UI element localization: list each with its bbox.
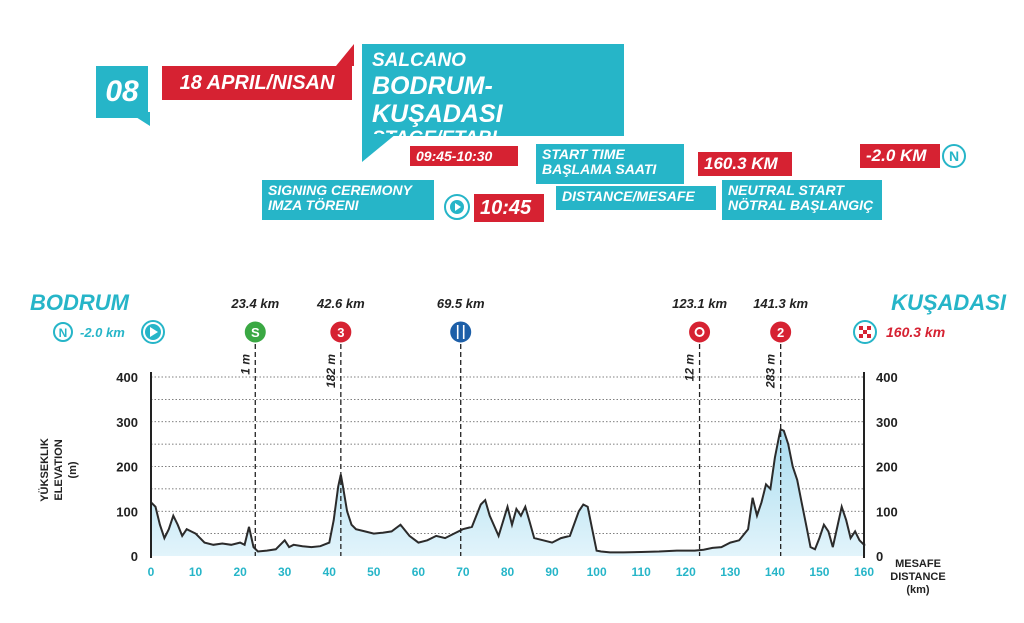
x-axis-title-line1: MESAFE bbox=[895, 558, 941, 570]
distance-label: DISTANCE/MESAFE bbox=[556, 186, 716, 210]
category-3-climb-icon bbox=[329, 320, 353, 344]
signing-time: 09:45-10:30 bbox=[410, 146, 518, 166]
stage-label: STAGE/ETABI bbox=[372, 128, 497, 149]
stage-number: 08 bbox=[96, 66, 148, 118]
x-tick-label: 110 bbox=[632, 565, 652, 579]
y-axis-title: YÜKSEKLIK ELEVATION (m) bbox=[38, 438, 79, 502]
signing-label-line2: IMZA TÖRENI bbox=[268, 197, 359, 213]
x-tick-label: 20 bbox=[233, 565, 247, 579]
y-tick-label: 300 bbox=[116, 415, 138, 430]
neutral-start-km: -2.0 km bbox=[80, 325, 125, 340]
waypoint-markers: 23.4 km S 1 m 42.6 km 3 182 m 69.5 km 123.1 km 1… bbox=[230, 296, 809, 556]
y-axis-left-ticks: 0 100 200 300 400 bbox=[116, 370, 138, 564]
waypoint-elevation-label: 283 m bbox=[764, 354, 778, 389]
waypoint-icon-label: 3 bbox=[337, 325, 344, 340]
date-flag-tip bbox=[336, 44, 354, 66]
x-tick-label: 160 bbox=[854, 565, 874, 579]
signing-label-line1: SIGNING CEREMONY bbox=[268, 182, 412, 198]
y-tick-label: 0 bbox=[876, 549, 883, 564]
bonus-sprint-center bbox=[696, 329, 703, 335]
neutral-start-icon-letter: N bbox=[59, 326, 68, 340]
feed-zone-icon bbox=[449, 320, 473, 344]
y-tick-label: 0 bbox=[131, 549, 138, 564]
x-axis-title-line3: (km) bbox=[906, 584, 930, 596]
x-tick-label: 40 bbox=[323, 565, 337, 579]
waypoint-km-label: 23.4 km bbox=[230, 296, 279, 311]
y-tick-label: 400 bbox=[876, 370, 898, 385]
x-tick-label: 130 bbox=[720, 565, 740, 579]
waypoint-icon-label: S bbox=[251, 325, 260, 340]
x-tick-label: 30 bbox=[278, 565, 292, 579]
end-city: KUŞADASI bbox=[891, 290, 1007, 315]
start-label-line1: START TIME bbox=[542, 146, 625, 162]
stage-box-pointer bbox=[362, 134, 396, 162]
waypoint-km-label: 42.6 km bbox=[316, 296, 365, 311]
x-axis-title: MESAFE DISTANCE (km) bbox=[890, 558, 945, 596]
stage-title-box: SALCANO BODRUM-KUŞADASI STAGE/ETABI bbox=[362, 44, 624, 149]
elevation-area bbox=[151, 429, 866, 556]
elevation-profile-chart: BODRUM KUŞADASI N -2.0 km 160.3 km 23.4 … bbox=[30, 290, 1007, 596]
category-2-climb-icon bbox=[769, 320, 793, 344]
waypoint-elevation-label: 1 m bbox=[238, 354, 252, 375]
stage-number-pointer bbox=[128, 112, 150, 126]
x-tick-label: 70 bbox=[456, 565, 470, 579]
x-tick-label: 150 bbox=[809, 565, 829, 579]
y-tick-label: 100 bbox=[876, 504, 898, 519]
start-play-icon bbox=[444, 194, 470, 220]
x-tick-label: 120 bbox=[676, 565, 696, 579]
x-tick-label: 60 bbox=[412, 565, 426, 579]
y-tick-label: 100 bbox=[116, 504, 138, 519]
y-axis-title-line1: YÜKSEKLIK bbox=[38, 438, 51, 502]
waypoint-km-label: 123.1 km bbox=[672, 296, 727, 311]
start-time: 10:45 bbox=[474, 194, 544, 222]
stage-date: 18 APRIL/NISAN bbox=[162, 66, 352, 100]
finish-checker bbox=[859, 326, 871, 338]
neutral-label: NEUTRAL START NÖTRAL BAŞLANGIÇ bbox=[722, 180, 882, 220]
x-tick-label: 80 bbox=[501, 565, 515, 579]
x-tick-label: 50 bbox=[367, 565, 381, 579]
finish-km: 160.3 km bbox=[886, 324, 945, 340]
start-label-line2: BAŞLAMA SAATI bbox=[542, 161, 657, 177]
neutral-icon: N bbox=[942, 144, 966, 168]
waypoint-km-label: 141.3 km bbox=[753, 296, 808, 311]
y-axis-title-line2: ELEVATION bbox=[53, 439, 65, 500]
y-tick-label: 200 bbox=[876, 460, 898, 475]
route-title: BODRUM-KUŞADASI bbox=[372, 72, 503, 128]
x-tick-label: 100 bbox=[587, 565, 607, 579]
x-tick-label: 10 bbox=[189, 565, 203, 579]
x-axis-ticks: 0 10 20 30 40 50 60 70 80 90 100 110 120 130 140 150 160 bbox=[148, 565, 875, 579]
sprint-icon bbox=[243, 320, 267, 344]
signing-label: SIGNING CEREMONY IMZA TÖRENI bbox=[262, 180, 434, 220]
waypoint-km-label: 69.5 km bbox=[437, 296, 485, 311]
y-axis-right-ticks: 0 100 200 300 400 bbox=[876, 370, 898, 564]
x-tick-label: 90 bbox=[545, 565, 559, 579]
waypoint-elevation-label: 182 m bbox=[324, 354, 338, 388]
total-distance: 160.3 KM bbox=[698, 152, 792, 176]
start-play-triangle bbox=[150, 327, 158, 337]
waypoint-icon-label: 2 bbox=[777, 325, 784, 340]
y-tick-label: 200 bbox=[116, 460, 138, 475]
x-tick-label: 0 bbox=[148, 565, 155, 579]
y-tick-label: 400 bbox=[116, 370, 138, 385]
neutral-start-icon bbox=[53, 322, 73, 342]
x-tick-label: 140 bbox=[765, 565, 785, 579]
x-axis-title-line2: DISTANCE bbox=[890, 571, 945, 583]
start-label: START TIME BAŞLAMA SAATI bbox=[536, 144, 684, 184]
neutral-label-line1: NEUTRAL START bbox=[728, 182, 844, 198]
y-axis-title-line3: (m) bbox=[67, 461, 79, 478]
waypoint-elevation-label: 12 m bbox=[683, 354, 697, 382]
start-city: BODRUM bbox=[30, 290, 130, 315]
neutral-distance: -2.0 KM bbox=[860, 144, 940, 168]
y-tick-label: 300 bbox=[876, 415, 898, 430]
neutral-label-line2: NÖTRAL BAŞLANGIÇ bbox=[728, 197, 874, 213]
sponsor-name: SALCANO bbox=[372, 50, 466, 71]
